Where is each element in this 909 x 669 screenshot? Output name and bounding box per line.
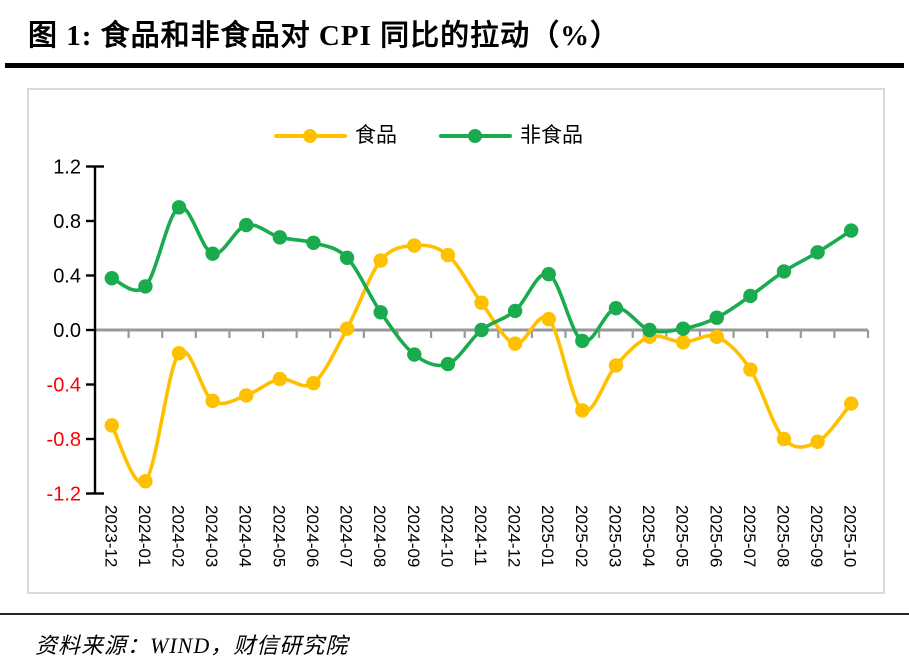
food-series-marker bbox=[272, 371, 288, 387]
x-tick-label: 2025-03 bbox=[605, 505, 624, 567]
x-tick-label: 2025-04 bbox=[639, 505, 658, 567]
nonfood-series-line bbox=[110, 205, 853, 368]
food-series-marker bbox=[843, 396, 859, 411]
x-tick-label: 2025-10 bbox=[841, 505, 860, 567]
x-tick-label: 2023-12 bbox=[101, 505, 120, 567]
nonfood-series-marker bbox=[205, 246, 220, 261]
nonfood-series-marker bbox=[675, 321, 691, 336]
nonfood-series-marker bbox=[575, 333, 590, 349]
food-series-marker bbox=[440, 247, 456, 263]
x-tick-label: 2024-09 bbox=[404, 505, 423, 567]
x-tick-label: 2024-03 bbox=[202, 505, 221, 567]
food-series-marker bbox=[507, 336, 523, 351]
food-series-marker bbox=[407, 238, 422, 253]
nonfood-series-marker bbox=[373, 305, 388, 320]
x-tick-label: 2024-06 bbox=[303, 505, 322, 567]
chart-frame bbox=[27, 88, 885, 594]
food-series-marker bbox=[743, 362, 758, 377]
y-tick-label: 0.0 bbox=[53, 320, 81, 342]
x-tick-label: 2025-02 bbox=[572, 505, 591, 567]
x-tick-label: 2024-02 bbox=[169, 505, 188, 567]
x-tick-label: 2024-07 bbox=[337, 505, 356, 567]
nonfood-series-marker bbox=[507, 303, 523, 319]
source-note: 资料来源：WIND，财信研究院 bbox=[35, 633, 349, 658]
food-series-marker bbox=[776, 431, 792, 447]
food-series-line bbox=[110, 243, 853, 485]
x-tick-label: 2025-01 bbox=[538, 505, 557, 567]
nonfood-line-swatch-icon bbox=[439, 128, 512, 143]
nonfood-series-marker bbox=[608, 301, 624, 316]
food-series-marker bbox=[575, 403, 590, 418]
x-tick-label: 2025-08 bbox=[773, 505, 792, 567]
x-tick-label: 2024-08 bbox=[370, 505, 389, 567]
food-series-marker bbox=[239, 388, 254, 403]
y-tick-label: -0.8 bbox=[47, 429, 81, 451]
title-divider bbox=[5, 63, 904, 68]
x-tick-label: 2025-06 bbox=[706, 505, 725, 567]
food-series-marker bbox=[810, 434, 825, 449]
nonfood-series-marker bbox=[138, 279, 153, 294]
food-series-marker bbox=[205, 393, 220, 409]
y-tick-label: -0.4 bbox=[47, 375, 81, 397]
food-series-marker bbox=[104, 418, 120, 433]
nonfood-series-marker bbox=[709, 310, 724, 325]
legend-food-label: 食品 bbox=[355, 124, 397, 147]
nonfood-series-marker bbox=[743, 288, 758, 304]
legend-nonfood-label: 非食品 bbox=[520, 124, 583, 147]
nonfood-series-marker bbox=[474, 322, 489, 338]
legend-item-nonfood: 非食品 bbox=[439, 125, 583, 146]
food-series-marker bbox=[474, 295, 489, 310]
nonfood-series-marker bbox=[810, 245, 825, 260]
nonfood-series-marker bbox=[104, 271, 120, 286]
x-tick-label: 2025-07 bbox=[740, 505, 759, 567]
food-series-marker bbox=[373, 253, 388, 268]
nonfood-series-marker bbox=[642, 322, 657, 338]
x-tick-label: 2024-05 bbox=[269, 505, 288, 567]
x-tick-label: 2024-12 bbox=[505, 505, 524, 567]
figure-bottom-divider bbox=[0, 613, 909, 615]
food-series-marker bbox=[306, 375, 321, 391]
x-tick-label: 2025-09 bbox=[807, 505, 826, 567]
nonfood-series-marker bbox=[272, 230, 288, 245]
figure-title: 图 1: 食品和非食品对 CPI 同比的拉动（%） bbox=[28, 20, 621, 52]
x-tick-label: 2024-01 bbox=[135, 505, 154, 567]
food-series-marker bbox=[339, 321, 355, 336]
x-tick-label: 2025-05 bbox=[673, 505, 692, 567]
food-series-marker bbox=[138, 474, 153, 489]
food-line-swatch-icon bbox=[274, 128, 347, 143]
food-series-marker bbox=[541, 311, 556, 327]
nonfood-series-marker bbox=[339, 250, 355, 265]
nonfood-series-marker bbox=[239, 217, 254, 233]
food-series-marker bbox=[709, 329, 724, 345]
nonfood-series-marker bbox=[306, 235, 321, 250]
nonfood-series-marker bbox=[541, 266, 556, 282]
x-tick-label: 2024-04 bbox=[236, 505, 255, 567]
nonfood-series-marker bbox=[776, 264, 792, 279]
x-tick-label: 2024-10 bbox=[437, 505, 456, 567]
x-tick-label: 2024-11 bbox=[471, 505, 490, 566]
nonfood-series-marker bbox=[440, 356, 456, 372]
food-series-marker bbox=[675, 335, 691, 350]
chart-legend: 食品 非食品 bbox=[274, 125, 583, 146]
y-tick-label: -1.2 bbox=[47, 484, 81, 506]
food-series-marker bbox=[608, 358, 624, 373]
nonfood-series-marker bbox=[843, 223, 859, 238]
y-tick-label: 0.4 bbox=[53, 266, 81, 288]
legend-item-food: 食品 bbox=[274, 125, 397, 146]
nonfood-series-marker bbox=[171, 200, 187, 215]
food-series-marker bbox=[171, 345, 187, 361]
y-tick-label: 0.8 bbox=[53, 211, 81, 233]
nonfood-series-marker bbox=[407, 347, 422, 362]
y-tick-label: 1.2 bbox=[53, 157, 81, 179]
